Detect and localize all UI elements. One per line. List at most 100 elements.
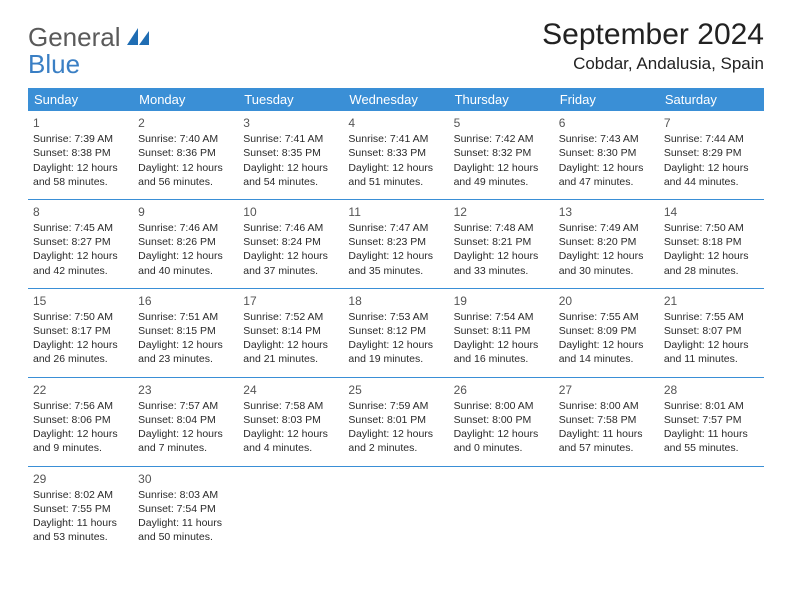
- daylight-line: Daylight: 11 hours and 53 minutes.: [33, 516, 128, 544]
- sunset-line: Sunset: 8:38 PM: [33, 146, 128, 160]
- day-cell: 30Sunrise: 8:03 AMSunset: 7:54 PMDayligh…: [133, 466, 238, 554]
- day-number: 21: [664, 293, 759, 309]
- sunset-line: Sunset: 8:21 PM: [454, 235, 549, 249]
- sunset-line: Sunset: 8:06 PM: [33, 413, 128, 427]
- sunset-line: Sunset: 8:07 PM: [664, 324, 759, 338]
- day-number: 28: [664, 382, 759, 398]
- day-cell: 16Sunrise: 7:51 AMSunset: 8:15 PMDayligh…: [133, 288, 238, 377]
- sunrise-line: Sunrise: 8:01 AM: [664, 399, 759, 413]
- sunrise-line: Sunrise: 8:00 AM: [454, 399, 549, 413]
- day-number: 29: [33, 471, 128, 487]
- daylight-line: Daylight: 12 hours and 30 minutes.: [559, 249, 654, 277]
- header: General Blue September 2024 Cobdar, Anda…: [28, 18, 764, 78]
- day-number: 15: [33, 293, 128, 309]
- day-number: 13: [559, 204, 654, 220]
- sunrise-line: Sunrise: 7:57 AM: [138, 399, 233, 413]
- month-title: September 2024: [542, 18, 764, 52]
- sunset-line: Sunset: 8:24 PM: [243, 235, 338, 249]
- day-cell: 2Sunrise: 7:40 AMSunset: 8:36 PMDaylight…: [133, 111, 238, 199]
- daylight-line: Daylight: 12 hours and 49 minutes.: [454, 161, 549, 189]
- day-number: 10: [243, 204, 338, 220]
- day-cell: 29Sunrise: 8:02 AMSunset: 7:55 PMDayligh…: [28, 466, 133, 554]
- daylight-line: Daylight: 12 hours and 51 minutes.: [348, 161, 443, 189]
- sunrise-line: Sunrise: 7:55 AM: [664, 310, 759, 324]
- sunset-line: Sunset: 8:23 PM: [348, 235, 443, 249]
- daylight-line: Daylight: 12 hours and 14 minutes.: [559, 338, 654, 366]
- sunrise-line: Sunrise: 7:40 AM: [138, 132, 233, 146]
- day-cell: 15Sunrise: 7:50 AMSunset: 8:17 PMDayligh…: [28, 288, 133, 377]
- sunrise-line: Sunrise: 7:56 AM: [33, 399, 128, 413]
- col-sat: Saturday: [659, 88, 764, 111]
- week-row: 15Sunrise: 7:50 AMSunset: 8:17 PMDayligh…: [28, 288, 764, 377]
- day-number: 23: [138, 382, 233, 398]
- sunrise-line: Sunrise: 7:54 AM: [454, 310, 549, 324]
- day-cell: 7Sunrise: 7:44 AMSunset: 8:29 PMDaylight…: [659, 111, 764, 199]
- sunrise-line: Sunrise: 7:59 AM: [348, 399, 443, 413]
- sunrise-line: Sunrise: 7:51 AM: [138, 310, 233, 324]
- sunrise-line: Sunrise: 7:39 AM: [33, 132, 128, 146]
- daylight-line: Daylight: 12 hours and 23 minutes.: [138, 338, 233, 366]
- day-cell: 22Sunrise: 7:56 AMSunset: 8:06 PMDayligh…: [28, 377, 133, 466]
- day-cell: 26Sunrise: 8:00 AMSunset: 8:00 PMDayligh…: [449, 377, 554, 466]
- sunrise-line: Sunrise: 7:45 AM: [33, 221, 128, 235]
- sunset-line: Sunset: 8:26 PM: [138, 235, 233, 249]
- col-fri: Friday: [554, 88, 659, 111]
- day-cell: 5Sunrise: 7:42 AMSunset: 8:32 PMDaylight…: [449, 111, 554, 199]
- day-number: 24: [243, 382, 338, 398]
- daylight-line: Daylight: 12 hours and 54 minutes.: [243, 161, 338, 189]
- daylight-line: Daylight: 12 hours and 47 minutes.: [559, 161, 654, 189]
- sunset-line: Sunset: 8:27 PM: [33, 235, 128, 249]
- daylight-line: Daylight: 12 hours and 9 minutes.: [33, 427, 128, 455]
- sunset-line: Sunset: 8:30 PM: [559, 146, 654, 160]
- day-cell: 4Sunrise: 7:41 AMSunset: 8:33 PMDaylight…: [343, 111, 448, 199]
- day-header-row: Sunday Monday Tuesday Wednesday Thursday…: [28, 88, 764, 111]
- sunrise-line: Sunrise: 7:48 AM: [454, 221, 549, 235]
- day-number: 20: [559, 293, 654, 309]
- sunrise-line: Sunrise: 8:02 AM: [33, 488, 128, 502]
- daylight-line: Daylight: 11 hours and 50 minutes.: [138, 516, 233, 544]
- sunset-line: Sunset: 8:15 PM: [138, 324, 233, 338]
- day-number: 7: [664, 115, 759, 131]
- day-number: 17: [243, 293, 338, 309]
- day-number: 5: [454, 115, 549, 131]
- sunset-line: Sunset: 8:00 PM: [454, 413, 549, 427]
- day-cell: 14Sunrise: 7:50 AMSunset: 8:18 PMDayligh…: [659, 199, 764, 288]
- day-number: 19: [454, 293, 549, 309]
- sunset-line: Sunset: 8:14 PM: [243, 324, 338, 338]
- title-block: September 2024 Cobdar, Andalusia, Spain: [542, 18, 764, 74]
- day-number: 9: [138, 204, 233, 220]
- sunrise-line: Sunrise: 7:49 AM: [559, 221, 654, 235]
- day-cell: 28Sunrise: 8:01 AMSunset: 7:57 PMDayligh…: [659, 377, 764, 466]
- sunrise-line: Sunrise: 7:58 AM: [243, 399, 338, 413]
- day-cell: 9Sunrise: 7:46 AMSunset: 8:26 PMDaylight…: [133, 199, 238, 288]
- sunset-line: Sunset: 8:32 PM: [454, 146, 549, 160]
- day-cell: [554, 466, 659, 554]
- daylight-line: Daylight: 12 hours and 28 minutes.: [664, 249, 759, 277]
- location: Cobdar, Andalusia, Spain: [542, 54, 764, 74]
- day-cell: 18Sunrise: 7:53 AMSunset: 8:12 PMDayligh…: [343, 288, 448, 377]
- day-cell: 17Sunrise: 7:52 AMSunset: 8:14 PMDayligh…: [238, 288, 343, 377]
- daylight-line: Daylight: 12 hours and 58 minutes.: [33, 161, 128, 189]
- daylight-line: Daylight: 12 hours and 33 minutes.: [454, 249, 549, 277]
- logo-line2: Blue: [28, 49, 80, 79]
- day-cell: [449, 466, 554, 554]
- sunrise-line: Sunrise: 7:43 AM: [559, 132, 654, 146]
- day-cell: 24Sunrise: 7:58 AMSunset: 8:03 PMDayligh…: [238, 377, 343, 466]
- day-number: 4: [348, 115, 443, 131]
- sunset-line: Sunset: 8:17 PM: [33, 324, 128, 338]
- day-cell: 11Sunrise: 7:47 AMSunset: 8:23 PMDayligh…: [343, 199, 448, 288]
- daylight-line: Daylight: 12 hours and 26 minutes.: [33, 338, 128, 366]
- day-number: 11: [348, 204, 443, 220]
- sunset-line: Sunset: 7:55 PM: [33, 502, 128, 516]
- sunrise-line: Sunrise: 7:41 AM: [348, 132, 443, 146]
- calendar-table: Sunday Monday Tuesday Wednesday Thursday…: [28, 88, 764, 554]
- sunset-line: Sunset: 8:03 PM: [243, 413, 338, 427]
- daylight-line: Daylight: 12 hours and 7 minutes.: [138, 427, 233, 455]
- day-cell: 23Sunrise: 7:57 AMSunset: 8:04 PMDayligh…: [133, 377, 238, 466]
- daylight-line: Daylight: 12 hours and 56 minutes.: [138, 161, 233, 189]
- logo-sail-icon: [127, 28, 149, 51]
- day-number: 1: [33, 115, 128, 131]
- day-number: 27: [559, 382, 654, 398]
- daylight-line: Daylight: 11 hours and 57 minutes.: [559, 427, 654, 455]
- col-mon: Monday: [133, 88, 238, 111]
